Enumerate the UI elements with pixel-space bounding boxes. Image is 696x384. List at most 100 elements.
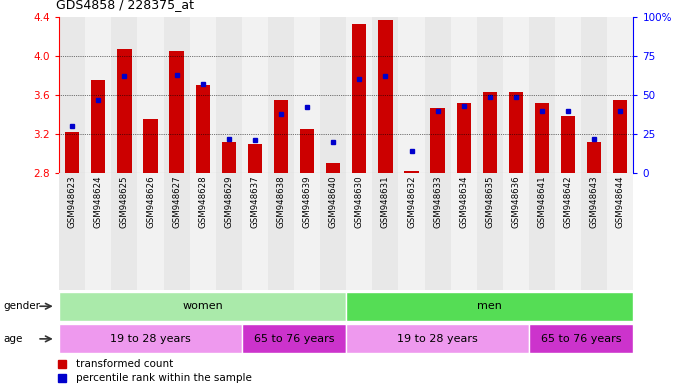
Text: GSM948644: GSM948644 bbox=[616, 175, 625, 228]
Text: GSM948632: GSM948632 bbox=[407, 175, 416, 228]
Text: GSM948642: GSM948642 bbox=[564, 175, 573, 228]
Bar bbox=[477, 17, 503, 173]
Bar bbox=[294, 173, 320, 290]
Bar bbox=[535, 103, 549, 173]
Bar bbox=[169, 51, 184, 173]
Bar bbox=[613, 100, 628, 173]
Bar bbox=[221, 142, 236, 173]
Text: women: women bbox=[182, 301, 223, 311]
Bar bbox=[59, 173, 86, 290]
Bar bbox=[242, 17, 268, 173]
Bar bbox=[59, 324, 242, 353]
Bar bbox=[404, 171, 419, 173]
Bar bbox=[138, 173, 164, 290]
Bar bbox=[451, 173, 477, 290]
Bar bbox=[326, 163, 340, 173]
Bar bbox=[59, 17, 86, 173]
Bar bbox=[86, 17, 111, 173]
Bar bbox=[86, 173, 111, 290]
Bar bbox=[587, 142, 601, 173]
Text: GDS4858 / 228375_at: GDS4858 / 228375_at bbox=[56, 0, 193, 12]
Bar bbox=[242, 173, 268, 290]
Text: percentile rank within the sample: percentile rank within the sample bbox=[77, 373, 252, 383]
Bar bbox=[268, 17, 294, 173]
Bar bbox=[320, 17, 347, 173]
Bar bbox=[91, 81, 106, 173]
Bar bbox=[503, 17, 529, 173]
Bar bbox=[164, 173, 189, 290]
Text: GSM948631: GSM948631 bbox=[381, 175, 390, 228]
Bar bbox=[143, 119, 158, 173]
Text: 19 to 28 years: 19 to 28 years bbox=[397, 334, 478, 344]
Text: GSM948641: GSM948641 bbox=[537, 175, 546, 228]
Text: GSM948625: GSM948625 bbox=[120, 175, 129, 228]
Bar bbox=[347, 173, 372, 290]
Bar bbox=[189, 173, 216, 290]
Bar bbox=[398, 17, 425, 173]
Bar bbox=[509, 92, 523, 173]
Text: GSM948630: GSM948630 bbox=[355, 175, 364, 228]
Text: men: men bbox=[477, 301, 503, 311]
Bar bbox=[65, 132, 79, 173]
Text: GSM948639: GSM948639 bbox=[303, 175, 312, 228]
Text: GSM948643: GSM948643 bbox=[590, 175, 599, 228]
Text: GSM948633: GSM948633 bbox=[433, 175, 442, 228]
Text: GSM948640: GSM948640 bbox=[329, 175, 338, 228]
Text: GSM948638: GSM948638 bbox=[276, 175, 285, 228]
Bar bbox=[555, 17, 581, 173]
Bar bbox=[347, 324, 529, 353]
Text: gender: gender bbox=[3, 301, 40, 311]
Text: age: age bbox=[3, 334, 23, 344]
Bar bbox=[274, 100, 288, 173]
Bar bbox=[529, 324, 633, 353]
Bar bbox=[503, 173, 529, 290]
Bar bbox=[529, 173, 555, 290]
Bar bbox=[216, 173, 242, 290]
Text: 65 to 76 years: 65 to 76 years bbox=[254, 334, 334, 344]
Text: 65 to 76 years: 65 to 76 years bbox=[541, 334, 622, 344]
Bar bbox=[477, 173, 503, 290]
Bar bbox=[555, 173, 581, 290]
Bar bbox=[608, 17, 633, 173]
Text: transformed count: transformed count bbox=[77, 359, 173, 369]
Bar bbox=[352, 24, 367, 173]
Text: GSM948624: GSM948624 bbox=[94, 175, 103, 228]
Bar bbox=[294, 17, 320, 173]
Bar bbox=[398, 173, 425, 290]
Bar bbox=[164, 17, 189, 173]
Bar bbox=[482, 92, 497, 173]
Bar bbox=[59, 292, 347, 321]
Bar bbox=[608, 173, 633, 290]
Bar bbox=[189, 17, 216, 173]
Bar bbox=[268, 173, 294, 290]
Bar bbox=[451, 17, 477, 173]
Bar bbox=[425, 17, 451, 173]
Bar bbox=[300, 129, 315, 173]
Bar bbox=[347, 17, 372, 173]
Bar bbox=[248, 144, 262, 173]
Text: GSM948628: GSM948628 bbox=[198, 175, 207, 228]
Bar bbox=[111, 173, 138, 290]
Text: GSM948626: GSM948626 bbox=[146, 175, 155, 228]
Bar bbox=[425, 173, 451, 290]
Text: GSM948623: GSM948623 bbox=[68, 175, 77, 228]
Bar bbox=[378, 20, 393, 173]
Bar bbox=[581, 17, 608, 173]
Text: GSM948627: GSM948627 bbox=[172, 175, 181, 228]
Bar bbox=[581, 173, 608, 290]
Bar bbox=[196, 85, 210, 173]
Bar bbox=[320, 173, 347, 290]
Bar bbox=[242, 324, 347, 353]
Bar bbox=[347, 292, 633, 321]
Bar bbox=[457, 103, 471, 173]
Text: GSM948637: GSM948637 bbox=[251, 175, 260, 228]
Bar bbox=[372, 173, 398, 290]
Text: GSM948634: GSM948634 bbox=[459, 175, 468, 228]
Bar bbox=[117, 50, 132, 173]
Bar bbox=[138, 17, 164, 173]
Bar bbox=[111, 17, 138, 173]
Bar bbox=[372, 17, 398, 173]
Text: GSM948636: GSM948636 bbox=[512, 175, 521, 228]
Bar bbox=[216, 17, 242, 173]
Text: 19 to 28 years: 19 to 28 years bbox=[110, 334, 191, 344]
